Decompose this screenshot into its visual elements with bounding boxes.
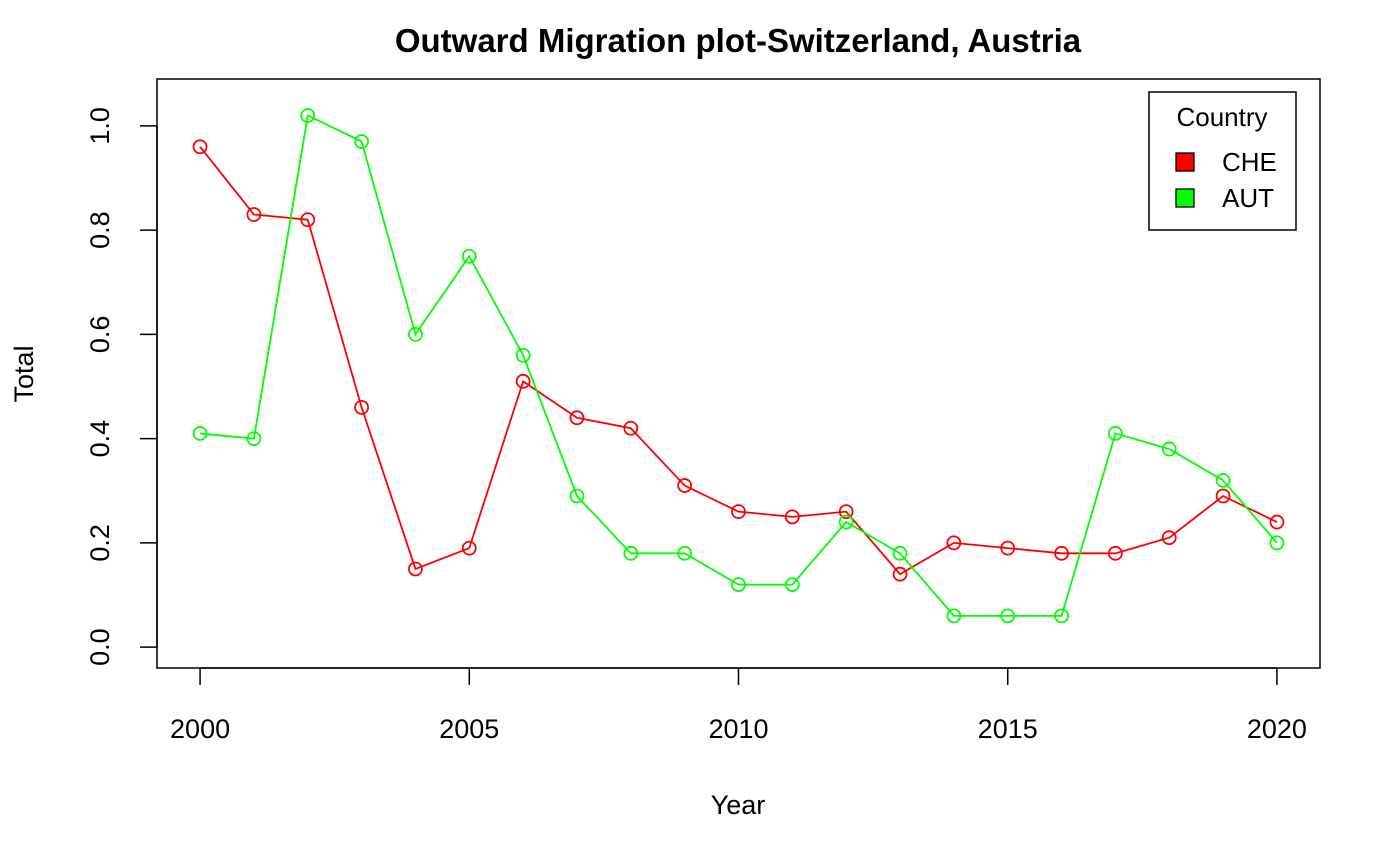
series-che (192, 139, 1285, 582)
chart-title: Outward Migration plot-Switzerland, Aust… (395, 22, 1082, 59)
data-point-aut (1269, 535, 1285, 551)
x-tick-label: 2000 (170, 714, 230, 744)
data-point-aut (515, 347, 531, 363)
data-point-aut (246, 431, 262, 447)
data-point-che (569, 410, 585, 426)
y-tick-label: 0.4 (85, 420, 115, 458)
data-point-aut (946, 608, 962, 624)
data-point-che (838, 504, 854, 520)
series-layer (192, 108, 1285, 624)
legend-box (1148, 91, 1297, 231)
legend-swatch-aut (1175, 188, 1195, 208)
data-point-che (623, 420, 639, 436)
data-point-aut (192, 426, 208, 441)
data-point-aut (838, 514, 854, 530)
data-point-che (1054, 545, 1069, 561)
data-point-aut (623, 545, 639, 561)
series-line-che (199, 146, 1278, 576)
data-point-che (731, 504, 746, 520)
series-line-aut (199, 114, 1278, 617)
data-point-che (1269, 514, 1285, 530)
data-point-aut (569, 488, 585, 504)
data-point-che (246, 207, 262, 222)
y-tick-label: 0.0 (85, 628, 115, 666)
data-point-che (354, 399, 370, 415)
x-tick-label: 2010 (708, 714, 768, 744)
x-axis-label: Year (711, 790, 766, 820)
data-point-aut (1107, 426, 1123, 441)
y-tick-label: 0.8 (85, 211, 115, 249)
data-point-aut (300, 108, 316, 123)
data-point-aut (1215, 472, 1231, 488)
legend-label-che: CHE (1222, 147, 1277, 177)
x-tick-label: 2020 (1247, 714, 1307, 744)
data-point-aut (461, 248, 477, 264)
legend-label-aut: AUT (1222, 183, 1274, 213)
x-tick-label: 2015 (978, 714, 1038, 744)
data-point-che (515, 373, 531, 389)
data-point-aut (892, 545, 908, 561)
data-point-che (461, 540, 477, 556)
data-point-aut (677, 545, 693, 561)
data-point-che (300, 212, 316, 228)
x-axis: 2000 2005 2010 2015 2020 (170, 667, 1307, 744)
x-tick-label: 2005 (439, 714, 499, 744)
data-point-che (784, 509, 800, 525)
y-tick-label: 0.2 (85, 524, 115, 562)
data-point-che (1215, 488, 1231, 504)
data-point-aut (354, 134, 370, 149)
data-point-che (192, 139, 208, 155)
plot-area-frame (156, 78, 1321, 669)
data-point-che (677, 478, 693, 493)
legend-title: Country (1176, 102, 1267, 132)
data-point-aut (731, 577, 746, 593)
data-point-aut (408, 327, 423, 342)
series-aut (192, 108, 1285, 624)
data-point-aut (1054, 608, 1069, 624)
y-axis: 0.0 0.2 0.4 0.6 0.8 1.0 (85, 107, 158, 666)
data-point-che (1000, 540, 1016, 556)
data-point-aut (1161, 441, 1177, 457)
legend: Country CHE AUT (1148, 91, 1297, 231)
data-point-aut (784, 577, 800, 593)
data-point-che (892, 566, 908, 582)
data-point-che (1161, 530, 1177, 546)
data-point-che (946, 535, 962, 551)
y-tick-label: 1.0 (85, 107, 115, 145)
y-tick-label: 0.6 (85, 316, 115, 354)
y-axis-label: Total (9, 345, 39, 402)
data-point-aut (1000, 608, 1016, 624)
data-point-che (408, 561, 423, 577)
data-point-che (1107, 545, 1123, 561)
legend-swatch-che (1175, 152, 1195, 172)
